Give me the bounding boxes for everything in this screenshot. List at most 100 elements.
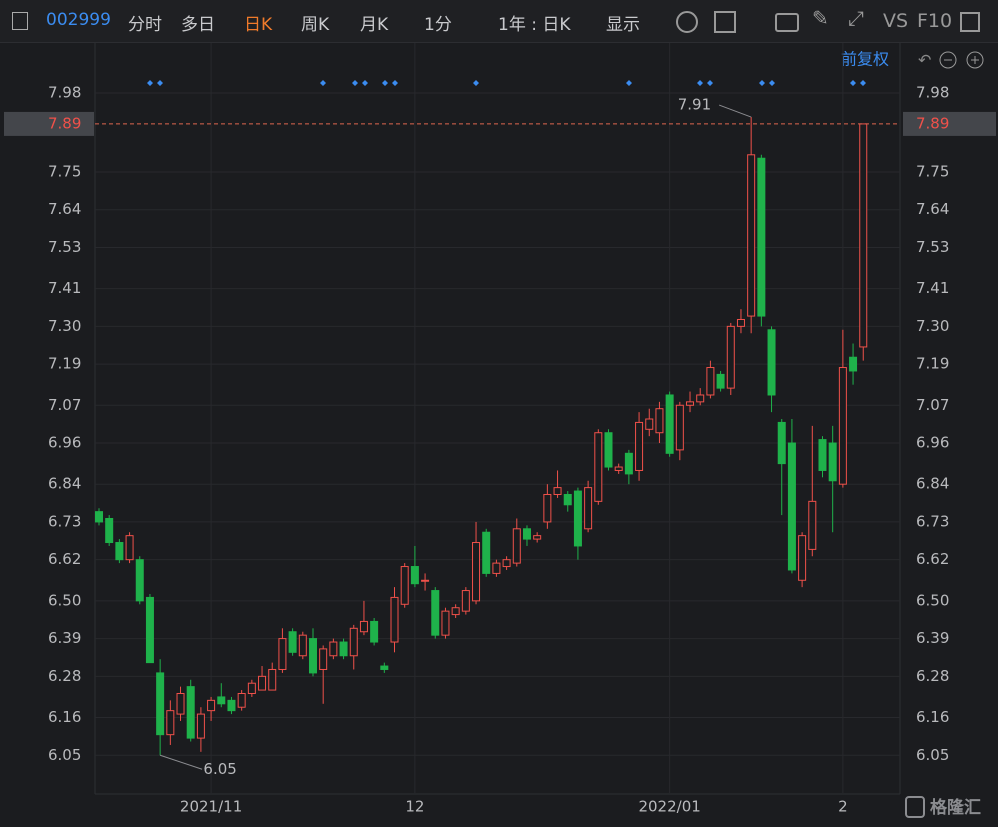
- y-tick-label: 6.73: [48, 512, 81, 530]
- candle-body: [145, 596, 154, 664]
- x-tick-label: 12: [405, 798, 424, 816]
- annotation-label: 6.05: [203, 760, 236, 778]
- candle-body: [288, 631, 297, 653]
- annotation-leader: [718, 104, 752, 118]
- y-tick-label: 6.62: [48, 550, 81, 568]
- draw-icon[interactable]: ✎: [812, 6, 829, 30]
- stock-code[interactable]: 002999: [46, 10, 111, 30]
- candle-body: [777, 421, 786, 465]
- display-menu[interactable]: 显示: [606, 15, 640, 35]
- candle-body: [166, 710, 175, 736]
- candle-body: [624, 452, 633, 475]
- layout-icon[interactable]: [714, 11, 736, 33]
- candle-body: [533, 535, 542, 540]
- zoom-in-icon[interactable]: [966, 51, 984, 69]
- candle-body: [808, 500, 817, 550]
- watermark-logo: [905, 796, 925, 818]
- y-tick-label: 7.75: [48, 162, 81, 180]
- candle-body: [553, 487, 562, 495]
- tab[interactable]: 多日: [181, 15, 215, 35]
- y-tick-label-right: 7.41: [916, 279, 949, 297]
- vs-button[interactable]: VS: [883, 10, 909, 32]
- last-price-label-right: 7.89: [916, 114, 949, 132]
- candle-body: [757, 157, 766, 317]
- y-tick-label: 6.50: [48, 591, 81, 609]
- y-tick-label: 7.98: [48, 84, 81, 102]
- y-tick-label: 6.16: [48, 708, 81, 726]
- candle-body: [584, 487, 593, 530]
- candle-body: [278, 638, 287, 670]
- candle-body: [349, 627, 358, 657]
- candle-body: [115, 542, 124, 561]
- y-tick-label: 7.41: [48, 279, 81, 297]
- candle-body: [410, 566, 419, 585]
- panel-icon[interactable]: [960, 12, 980, 32]
- fullscreen-icon[interactable]: ⤢: [848, 6, 864, 30]
- sidebar-toggle[interactable]: [12, 12, 28, 30]
- candle-body: [359, 620, 368, 633]
- zoom-out-icon[interactable]: [939, 51, 957, 69]
- candle-body: [431, 590, 440, 636]
- candle-body: [380, 665, 389, 670]
- candle-body: [787, 442, 796, 571]
- candle-body: [828, 442, 837, 482]
- candle-body: [645, 418, 654, 430]
- y-tick-label-right: 7.07: [916, 396, 949, 414]
- candle-body: [186, 686, 195, 739]
- candle-body: [135, 559, 144, 602]
- candle-body: [227, 699, 236, 712]
- f10-button[interactable]: F10: [917, 10, 953, 32]
- range-select[interactable]: 1年 : 日K: [498, 15, 571, 35]
- last-price-badge: [4, 111, 94, 136]
- last-price-label: 7.89: [48, 114, 81, 132]
- y-tick-label-right: 7.64: [916, 200, 949, 218]
- candle-body: [156, 672, 165, 736]
- candle-body: [400, 566, 409, 605]
- candle-body: [308, 638, 317, 674]
- candle-body: [502, 559, 511, 568]
- candle-body: [859, 123, 868, 348]
- candle-body: [461, 590, 470, 612]
- candle-body: [207, 699, 216, 712]
- candle-body: [268, 668, 277, 691]
- last-price-badge: [903, 111, 996, 136]
- candle-body: [492, 562, 501, 574]
- y-tick-label: 7.53: [48, 238, 81, 256]
- candle-body: [767, 329, 776, 396]
- candle-body: [655, 408, 664, 434]
- candle-body: [95, 511, 103, 523]
- tab[interactable]: 分时: [128, 15, 162, 35]
- chart-background: [0, 43, 998, 827]
- tab[interactable]: 周K: [301, 15, 330, 35]
- y-tick-label: 7.07: [48, 396, 81, 414]
- tab[interactable]: 日K: [244, 15, 273, 35]
- adjust-mode[interactable]: 前复权: [841, 50, 889, 69]
- y-tick-label: 6.39: [48, 629, 81, 647]
- candle-body: [563, 493, 572, 506]
- y-tick-label: 7.64: [48, 200, 81, 218]
- y-tick-label-right: 7.98: [916, 84, 949, 102]
- candle-body: [726, 325, 735, 389]
- y-tick-label-right: 6.50: [916, 591, 949, 609]
- x-tick-label: 2022/01: [638, 798, 700, 816]
- settings-icon[interactable]: [676, 11, 698, 33]
- candle-body: [441, 610, 450, 636]
- tab[interactable]: 1分: [424, 15, 452, 35]
- candle-body: [421, 579, 430, 582]
- candle-body: [512, 528, 521, 564]
- candle-body: [298, 634, 307, 657]
- annotation-label: 7.91: [678, 96, 711, 114]
- y-tick-label-right: 6.73: [916, 512, 949, 530]
- y-tick-label: 6.84: [48, 475, 81, 493]
- undo-icon[interactable]: ↶: [918, 51, 931, 70]
- camera-icon[interactable]: [775, 13, 799, 32]
- candle-body: [736, 318, 745, 327]
- candle-body: [339, 641, 348, 657]
- y-tick-label-right: 6.39: [916, 629, 949, 647]
- candle-body: [818, 439, 827, 471]
- y-tick-label-right: 7.75: [916, 162, 949, 180]
- candle-body: [716, 373, 725, 389]
- tab[interactable]: 月K: [360, 15, 389, 35]
